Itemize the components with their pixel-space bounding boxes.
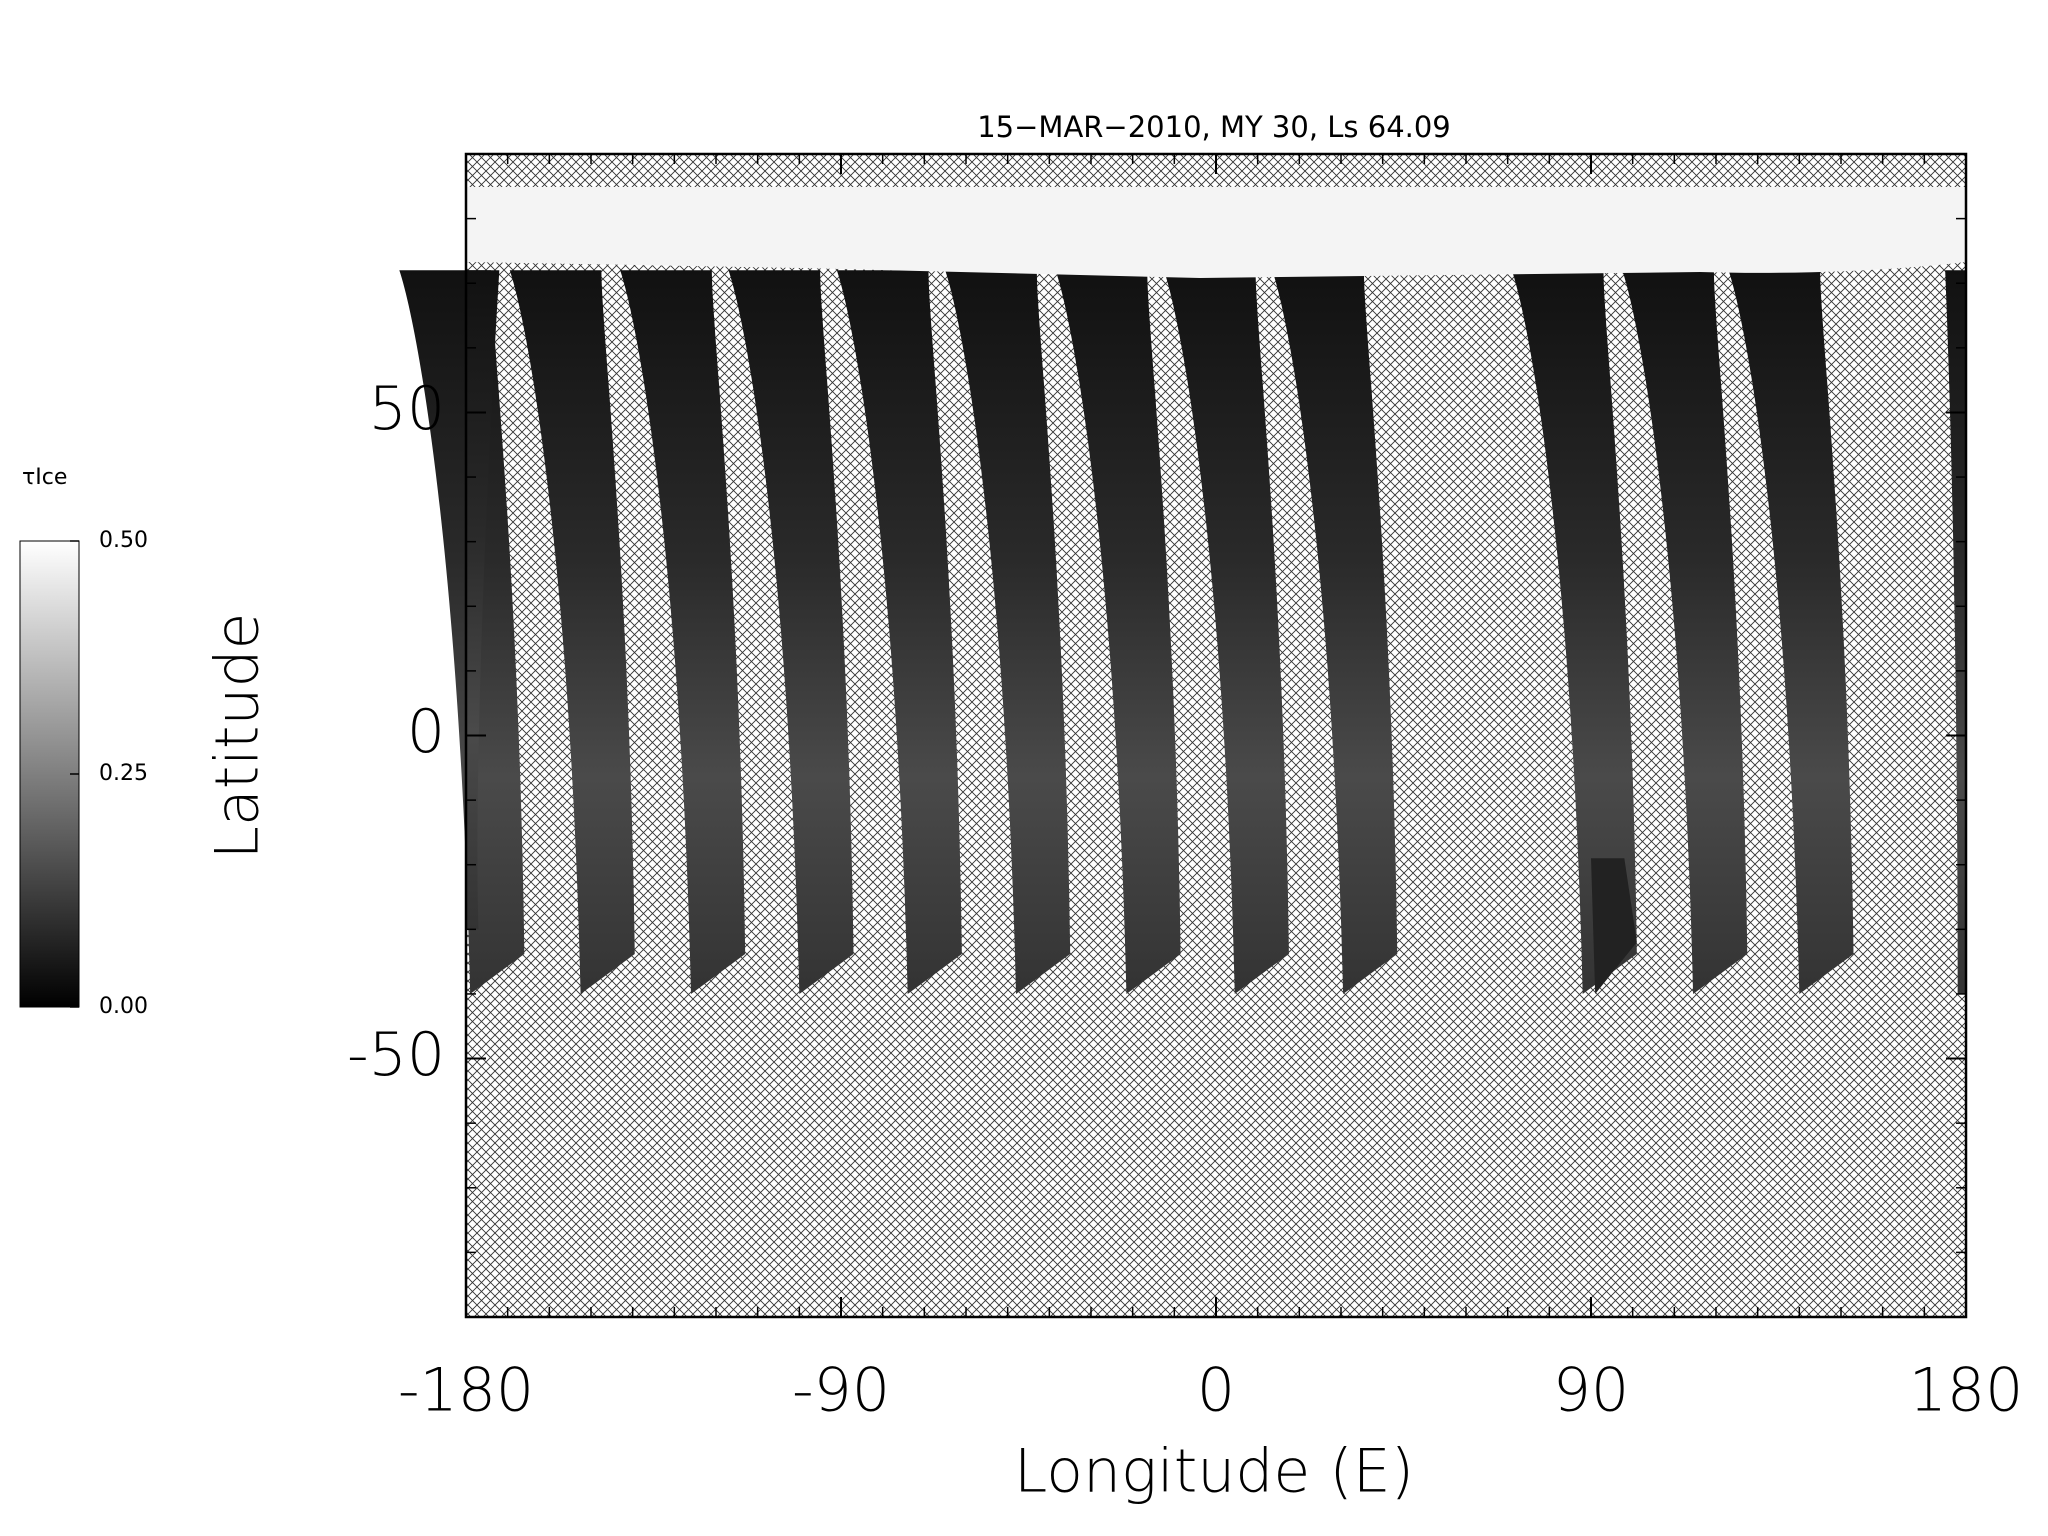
swath: [1945, 270, 1966, 994]
swath: [1272, 270, 1398, 994]
swath: [1728, 270, 1854, 994]
polar-cap: [466, 187, 1966, 278]
y-axis-label: Latitude: [203, 613, 273, 860]
colorbar: [19, 540, 80, 1008]
swath: [945, 270, 1071, 994]
swath: [509, 270, 635, 994]
x-axis-label: Longitude (E): [1014, 1437, 1414, 1507]
swaths: [399, 270, 1966, 994]
y-tick-label: 50: [369, 374, 445, 444]
swath: [620, 270, 746, 994]
swath: [399, 270, 525, 994]
y-tick-label: -50: [347, 1020, 445, 1090]
swath: [1055, 270, 1181, 994]
colorbar-tick-label: 0.00: [99, 994, 148, 1019]
swath: [728, 270, 854, 994]
chart-title: 15−MAR−2010, MY 30, Ls 64.09: [977, 110, 1451, 144]
colorbar-tick-label: 0.25: [99, 761, 148, 786]
x-tick-label: 0: [1197, 1356, 1235, 1426]
swath: [1511, 270, 1637, 994]
colorbar-label: τIce: [22, 465, 67, 490]
x-tick-label: -90: [792, 1356, 890, 1426]
y-tick-label: 0: [407, 697, 445, 767]
x-tick-label: -180: [398, 1356, 534, 1426]
swath: [1163, 270, 1289, 994]
swath: [466, 270, 500, 930]
swath: [1591, 858, 1637, 994]
swath: [836, 270, 962, 994]
swath: [1622, 270, 1748, 994]
colorbar-tick-label: 0.50: [99, 528, 148, 553]
x-tick-label: 180: [1909, 1356, 2024, 1426]
x-tick-label: 90: [1553, 1356, 1629, 1426]
